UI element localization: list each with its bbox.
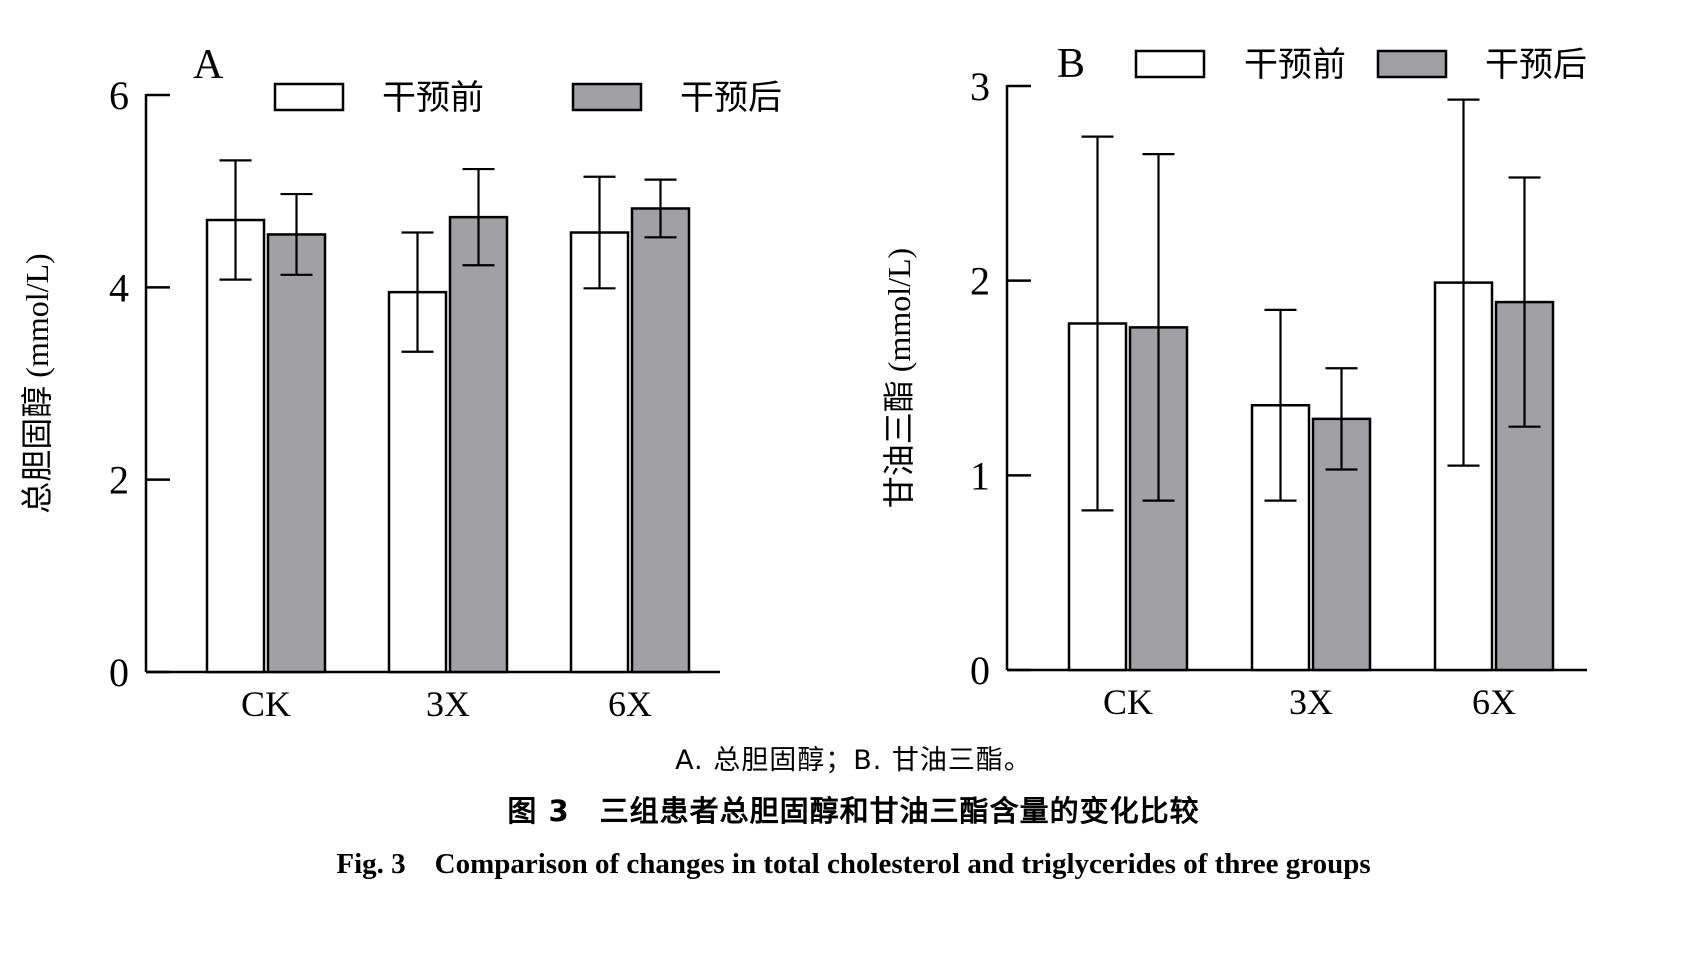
panel-a-legend-swatch	[273, 82, 345, 112]
panel-a-y-axis-title: 总胆固醇 (mmol/L)	[19, 253, 55, 513]
panel-a-y-tick-label: 6	[109, 73, 129, 118]
panel-a-bar-3x-before	[387, 290, 448, 674]
figure-caption-english: Fig. 3 Comparison of changes in total ch…	[336, 848, 1371, 880]
panel-a-legend-label: 干预后	[680, 80, 782, 117]
figure-caption-chinese: 图 3 三组患者总胆固醇和甘油三酯含量的变化比较	[507, 794, 1200, 828]
panel-a-y-tick-label: 0	[109, 650, 129, 695]
panel-b-legend-label: 干预前	[1244, 46, 1346, 84]
panel-a-label: A	[193, 42, 224, 88]
panel-b-y-tick-label: 2	[970, 259, 990, 304]
panel-a-bar-6x-before	[569, 231, 630, 674]
panel-a-bar-3x-after	[448, 215, 509, 674]
panel-a-x-tick-label: 6X	[608, 684, 652, 724]
panel-a-bar-6x-after	[630, 207, 691, 674]
panel-b-y-tick-label: 0	[970, 648, 990, 693]
panel-b-x-tick-label: CK	[1103, 682, 1153, 722]
panel-b-legend-label: 干预后	[1485, 47, 1587, 84]
panel-a-legend-swatch	[571, 82, 643, 112]
figure-subcaption: A. 总胆固醇；B. 甘油三酯。	[675, 745, 1032, 776]
panel-b-label: B	[1057, 41, 1085, 87]
panel-a-bar-ck-before	[205, 218, 266, 674]
panel-b-legend-swatch	[1134, 49, 1206, 79]
panel-b-y-axis-title: 甘油三酯 (mmol/L)	[881, 248, 917, 508]
panel-b-legend-swatch	[1376, 49, 1448, 79]
panel-b-x-tick-label: 3X	[1289, 682, 1333, 722]
panel-a-legend-label: 干预前	[382, 79, 484, 117]
panel-b-y-tick-label: 1	[970, 453, 990, 498]
panel-a-y-tick-label: 2	[109, 458, 129, 503]
panel-a-x-tick-label: 3X	[426, 684, 470, 724]
panel-b-y-tick-label: 3	[970, 64, 990, 109]
panel-b-x-tick-label: 6X	[1472, 682, 1516, 722]
panel-a-bar-ck-after	[266, 233, 327, 674]
panel-a-x-tick-label: CK	[241, 684, 291, 724]
panel-a-y-tick-label: 4	[109, 265, 129, 310]
